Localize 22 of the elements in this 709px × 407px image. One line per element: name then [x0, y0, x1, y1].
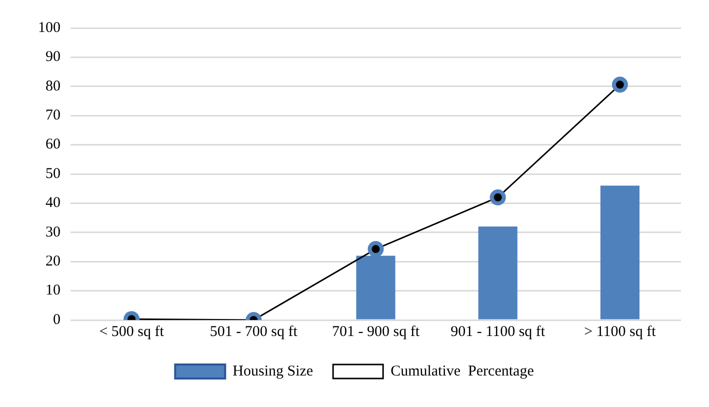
y-tick-label: 80: [46, 78, 60, 94]
bar: [478, 226, 518, 320]
legend-label: Cumulative Percentage: [390, 363, 534, 380]
bar: [600, 186, 640, 320]
y-tick-label: 20: [46, 254, 60, 270]
y-tick-label: 60: [46, 136, 60, 153]
x-tick-label: < 500 sq ft: [99, 324, 165, 340]
x-tick-label: 501 - 700 sq ft: [210, 324, 298, 340]
legend-label: Housing Size: [232, 363, 314, 380]
x-tick-label: > 1100 sq ft: [584, 324, 657, 340]
point: [612, 76, 628, 93]
y-tick-label: 90: [46, 49, 60, 66]
y-tick-label: 0: [53, 312, 60, 328]
x-tick-label: 901 - 1100 sq ft: [450, 324, 546, 340]
y-tick-label: 40: [46, 195, 60, 212]
x-tick-label: 701 - 900 sq ft: [332, 324, 420, 340]
point: [490, 189, 506, 206]
y-tick-label: 100: [38, 20, 60, 36]
y-tick-label: 70: [46, 108, 60, 124]
y-tick-label: 30: [46, 224, 60, 240]
y-tick-label: 50: [46, 166, 60, 182]
y-tick-label: 10: [46, 282, 60, 299]
